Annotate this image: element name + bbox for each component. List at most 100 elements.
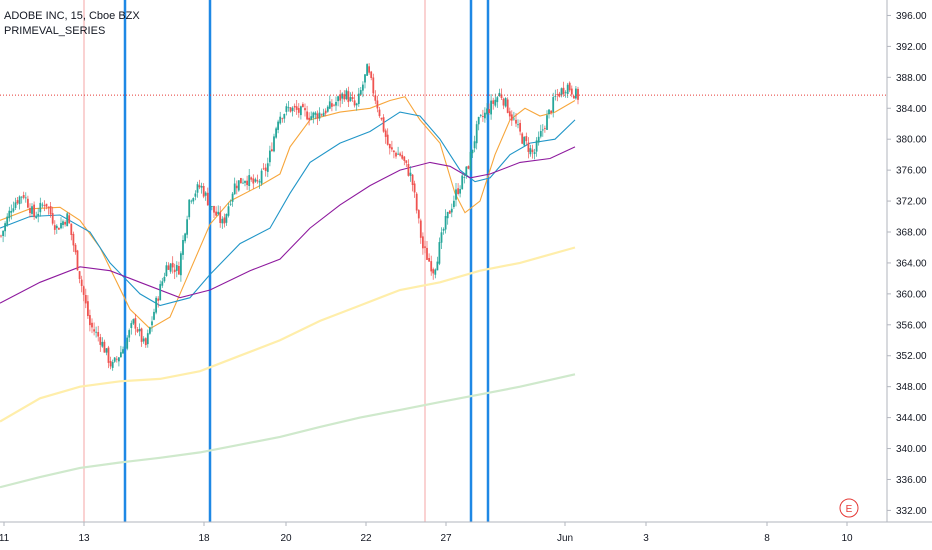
candle xyxy=(440,227,443,249)
candle xyxy=(66,212,69,227)
y-tick-label: 380.00 xyxy=(896,135,927,146)
x-tick-label: 13 xyxy=(78,533,90,544)
ma-line-ema_long xyxy=(0,246,576,423)
candle xyxy=(308,112,310,126)
candle xyxy=(575,86,577,100)
candle xyxy=(432,267,435,280)
candle xyxy=(475,120,478,150)
candle xyxy=(527,137,530,159)
candle xyxy=(331,99,333,112)
candle xyxy=(529,144,532,157)
candle xyxy=(204,191,207,201)
indicator-name[interactable]: PRIMEVAL_SERIES xyxy=(4,25,106,37)
candle xyxy=(202,183,205,199)
candle xyxy=(347,86,350,107)
candle xyxy=(486,103,488,120)
candle xyxy=(473,135,476,153)
candle xyxy=(260,168,263,186)
y-tick-label: 368.00 xyxy=(896,228,927,239)
moving-average-lines xyxy=(0,96,576,489)
candle xyxy=(60,217,62,230)
candle xyxy=(190,199,193,204)
candle xyxy=(157,296,160,308)
candle xyxy=(130,320,133,335)
candle xyxy=(206,187,209,206)
candle xyxy=(302,102,304,108)
candle xyxy=(258,179,261,189)
candle xyxy=(0,234,2,238)
time-axis[interactable]: 11 13 18 20 22 27 Jun 3 8 10 xyxy=(0,521,932,544)
candle xyxy=(386,128,389,146)
candle xyxy=(492,97,495,110)
candle xyxy=(519,119,521,136)
candle xyxy=(357,87,360,107)
candle xyxy=(8,206,11,222)
candle xyxy=(126,335,129,351)
candle xyxy=(304,103,306,117)
candle xyxy=(289,107,292,113)
candle xyxy=(169,263,172,274)
candle xyxy=(403,156,406,166)
candle xyxy=(51,206,54,226)
candle xyxy=(318,107,321,122)
candle xyxy=(124,341,126,349)
candle xyxy=(76,249,79,271)
candle xyxy=(136,327,139,333)
candle xyxy=(171,256,174,274)
candle xyxy=(120,345,122,358)
candle xyxy=(6,213,9,227)
candle xyxy=(227,202,230,218)
x-tick-label: 27 xyxy=(440,533,452,544)
candle xyxy=(118,357,120,367)
y-tick-label: 356.00 xyxy=(896,320,927,331)
candle xyxy=(537,131,540,146)
candle xyxy=(200,182,203,194)
candle xyxy=(266,157,269,178)
candle xyxy=(80,275,83,293)
candle xyxy=(459,185,461,198)
candle xyxy=(339,89,342,108)
x-tick-label: 10 xyxy=(841,533,853,544)
y-tick-label: 376.00 xyxy=(896,166,927,177)
candle xyxy=(498,88,501,97)
candle xyxy=(426,241,428,260)
y-tick-label: 396.00 xyxy=(896,11,927,22)
y-tick-label: 372.00 xyxy=(896,197,927,208)
candle xyxy=(99,333,102,352)
candle xyxy=(322,108,325,117)
candle xyxy=(95,326,97,338)
candle xyxy=(556,89,559,102)
candle xyxy=(194,190,197,201)
candle xyxy=(531,144,534,159)
candle xyxy=(295,100,298,115)
candle xyxy=(577,86,579,105)
candle xyxy=(134,314,137,336)
candle xyxy=(568,81,571,93)
candle xyxy=(465,166,468,179)
x-tick-label: 3 xyxy=(643,533,649,544)
candle xyxy=(300,105,302,120)
price-axis[interactable]: 396.00 392.00 388.00 384.00 380.00 376.00 372.… xyxy=(886,0,927,522)
candle xyxy=(570,85,573,98)
candle xyxy=(517,119,519,129)
candle xyxy=(419,218,422,244)
symbol-title[interactable]: ADOBE INC, 15, Cboe BZX xyxy=(4,10,140,22)
candle xyxy=(33,201,35,220)
candle xyxy=(151,316,153,332)
candle xyxy=(409,166,412,182)
candle xyxy=(84,288,87,309)
candle xyxy=(12,201,15,213)
candle xyxy=(175,261,178,278)
candle xyxy=(324,108,327,117)
candle xyxy=(128,328,131,342)
candle xyxy=(428,253,430,262)
earnings-marker[interactable]: E xyxy=(839,498,859,518)
candle xyxy=(215,206,217,217)
candle xyxy=(558,91,561,98)
candle xyxy=(482,109,484,122)
candle xyxy=(442,227,445,235)
candle xyxy=(74,243,77,255)
candle xyxy=(335,96,337,111)
candle xyxy=(163,272,166,283)
